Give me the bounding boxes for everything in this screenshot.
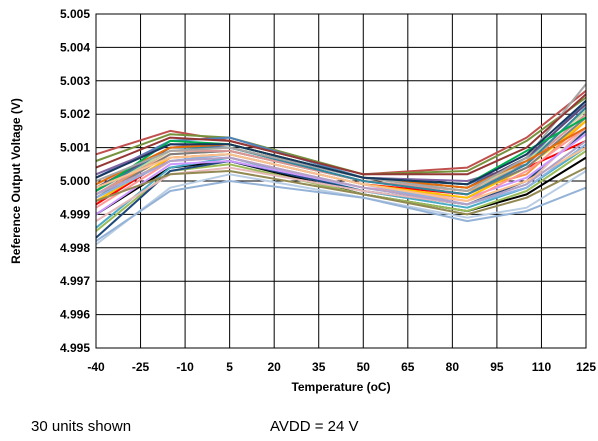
y-tick-label-0: 5.005 bbox=[60, 7, 90, 21]
x-tick-label-5: 35 bbox=[312, 360, 326, 374]
y-tick-labels: 5.005 5.004 5.003 5.002 5.001 5.000 4.999 4.998… bbox=[60, 7, 90, 355]
x-tick-label-9: 95 bbox=[490, 360, 504, 374]
x-tick-label-3: 5 bbox=[226, 360, 233, 374]
series-line-12 bbox=[95, 180, 587, 242]
units-shown-caption: 30 units shown bbox=[31, 418, 132, 435]
y-tick-label-1: 5.004 bbox=[60, 40, 90, 54]
x-axis-title-main: Temperature (oC) bbox=[291, 380, 390, 394]
x-tick-label-8: 80 bbox=[446, 360, 460, 374]
y-axis-title: Reference Output Voltage (V) bbox=[9, 98, 23, 264]
series-lines bbox=[95, 83, 587, 246]
y-tick-label-7: 4.998 bbox=[60, 241, 90, 255]
x-tick-label-0: -40 bbox=[87, 360, 105, 374]
y-tick-label-10: 4.995 bbox=[60, 341, 90, 355]
x-tick-label-11: 125 bbox=[576, 360, 596, 374]
x-tick-label-2: -10 bbox=[176, 360, 194, 374]
series-line-29 bbox=[95, 140, 587, 206]
grid-lines bbox=[95, 13, 587, 349]
y-tick-label-4: 5.001 bbox=[60, 141, 90, 155]
series-line-27 bbox=[95, 100, 587, 186]
series-line-30 bbox=[95, 93, 587, 176]
x-tick-labels: -40 -25 -10 5 20 35 50 65 80 95 110 125 bbox=[87, 360, 596, 374]
y-tick-label-8: 4.997 bbox=[60, 274, 90, 288]
x-tick-label-7: 65 bbox=[401, 360, 415, 374]
y-tick-label-3: 5.002 bbox=[60, 107, 90, 121]
y-tick-label-2: 5.003 bbox=[60, 74, 90, 88]
x-axis-title: Temperature (oC) bbox=[291, 380, 390, 394]
x-tick-label-4: 20 bbox=[268, 360, 282, 374]
series-line-22 bbox=[95, 166, 587, 216]
plot-area-frame bbox=[95, 13, 587, 349]
y-tick-label-9: 4.996 bbox=[60, 308, 90, 322]
x-tick-label-6: 50 bbox=[357, 360, 371, 374]
avdd-caption: AVDD = 24 V bbox=[270, 418, 359, 435]
x-tick-label-10: 110 bbox=[532, 360, 552, 374]
series-line-2 bbox=[95, 96, 587, 176]
series-line-28 bbox=[95, 146, 587, 202]
y-tick-label-6: 4.999 bbox=[60, 207, 90, 221]
y-tick-label-5: 5.000 bbox=[60, 174, 90, 188]
x-tick-label-1: -25 bbox=[132, 360, 150, 374]
